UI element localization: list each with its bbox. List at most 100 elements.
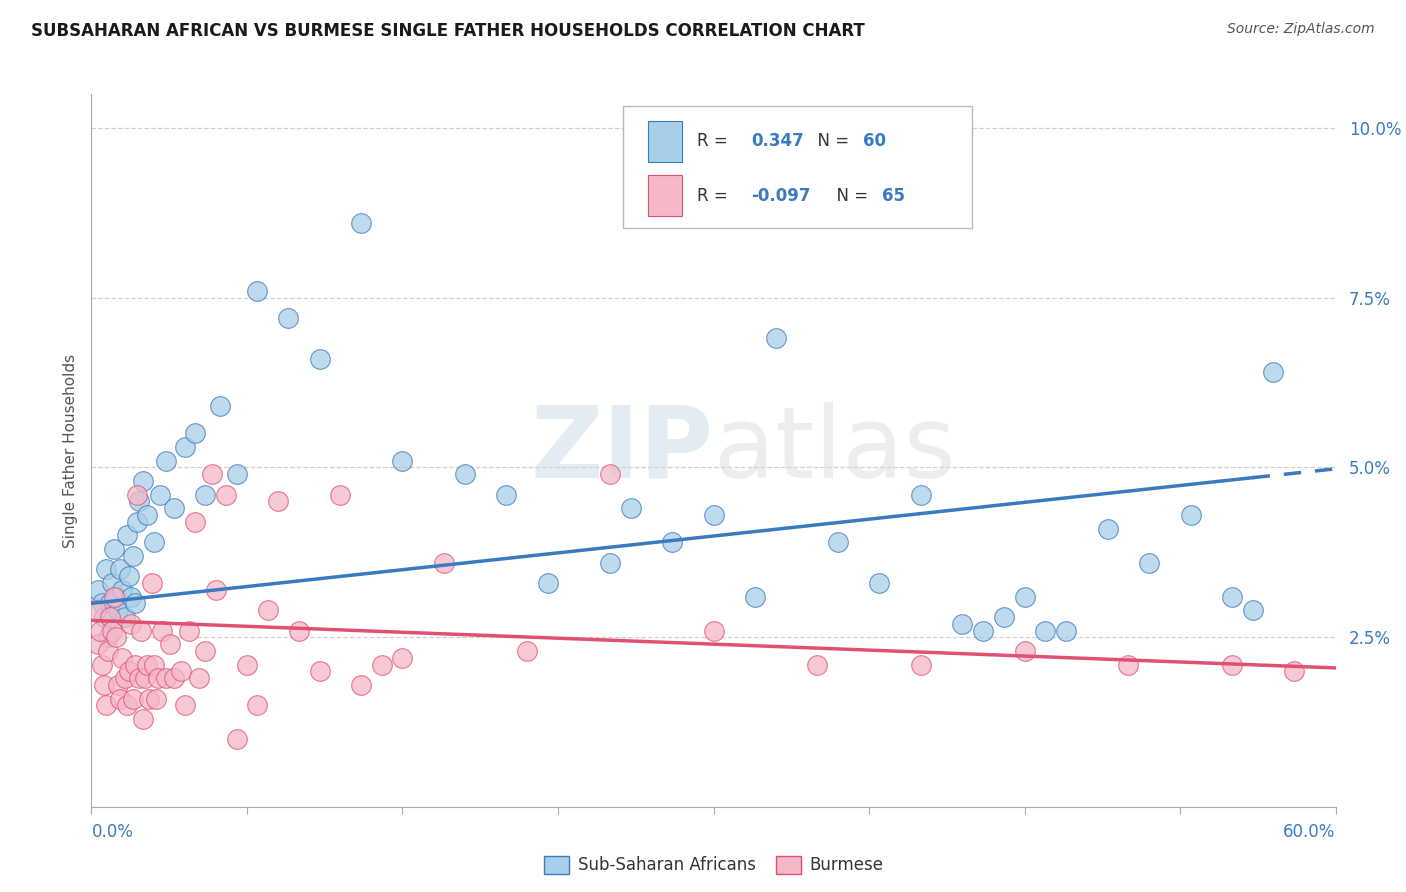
Text: 0.0%: 0.0% [91,822,134,840]
Point [256,603,278,617]
Point [1220,657,1243,672]
Point [98,596,121,610]
Point [453,467,475,482]
Point [1282,665,1305,679]
Point [184,515,207,529]
Point [118,569,141,583]
Point [827,535,849,549]
Point [619,501,641,516]
Point [702,624,725,638]
Point [1137,556,1160,570]
Point [103,541,125,556]
Point [97,631,120,645]
Point [188,671,211,685]
Bar [648,120,682,162]
Point [103,590,125,604]
Point [98,610,121,624]
Point [111,650,134,665]
FancyBboxPatch shape [623,106,973,227]
Point [1118,657,1140,672]
Point [86,637,108,651]
Point [1033,624,1057,638]
Point [350,216,373,230]
Text: Source: ZipAtlas.com: Source: ZipAtlas.com [1227,22,1375,37]
Point [1263,365,1285,379]
Point [138,691,160,706]
Point [169,665,191,679]
Point [94,698,117,713]
Point [173,440,195,454]
Point [84,603,107,617]
Point [125,515,148,529]
Point [121,691,145,706]
Point [1097,522,1119,536]
Point [93,678,115,692]
Point [110,562,132,576]
Point [806,657,828,672]
Point [124,657,146,672]
Point [173,698,195,713]
Point [391,650,413,665]
Point [115,528,138,542]
Point [1054,624,1077,638]
Point [765,331,787,345]
Point [661,535,683,549]
Point [121,549,145,563]
Point [155,453,177,467]
Point [120,616,142,631]
Point [910,657,932,672]
Text: N =: N = [807,133,855,151]
Text: R =: R = [697,186,734,204]
Text: R =: R = [697,133,734,151]
Point [115,698,138,713]
Point [163,501,186,516]
Point [329,488,352,502]
Point [120,590,142,604]
Point [1241,603,1264,617]
Point [105,631,128,645]
Point [1180,508,1202,522]
Text: 0.347: 0.347 [751,133,804,151]
Point [744,590,766,604]
Point [145,691,167,706]
Point [89,624,111,638]
Point [599,556,621,570]
Point [149,488,172,502]
Point [101,624,124,638]
Point [150,624,173,638]
Point [86,582,108,597]
Point [308,665,330,679]
Point [201,467,224,482]
Point [124,596,146,610]
Point [136,657,159,672]
Point [536,576,558,591]
Point [184,426,207,441]
Point [277,310,299,325]
Point [155,671,177,685]
Point [1014,590,1036,604]
Point [371,657,394,672]
Point [110,691,132,706]
Point [208,399,231,413]
Point [128,494,150,508]
Point [236,657,259,672]
Point [433,556,456,570]
Point [225,732,247,747]
Point [142,535,165,549]
Point [308,351,330,366]
Point [132,712,155,726]
Point [101,576,124,591]
Point [114,671,136,685]
Point [107,603,129,617]
Point [1014,644,1036,658]
Point [141,576,163,591]
Point [134,671,156,685]
Point [142,657,165,672]
Point [205,582,228,597]
Text: 60.0%: 60.0% [1284,822,1336,840]
Point [159,637,181,651]
Text: 65: 65 [882,186,904,204]
Text: 60: 60 [863,133,886,151]
Point [132,474,155,488]
Point [94,562,117,576]
